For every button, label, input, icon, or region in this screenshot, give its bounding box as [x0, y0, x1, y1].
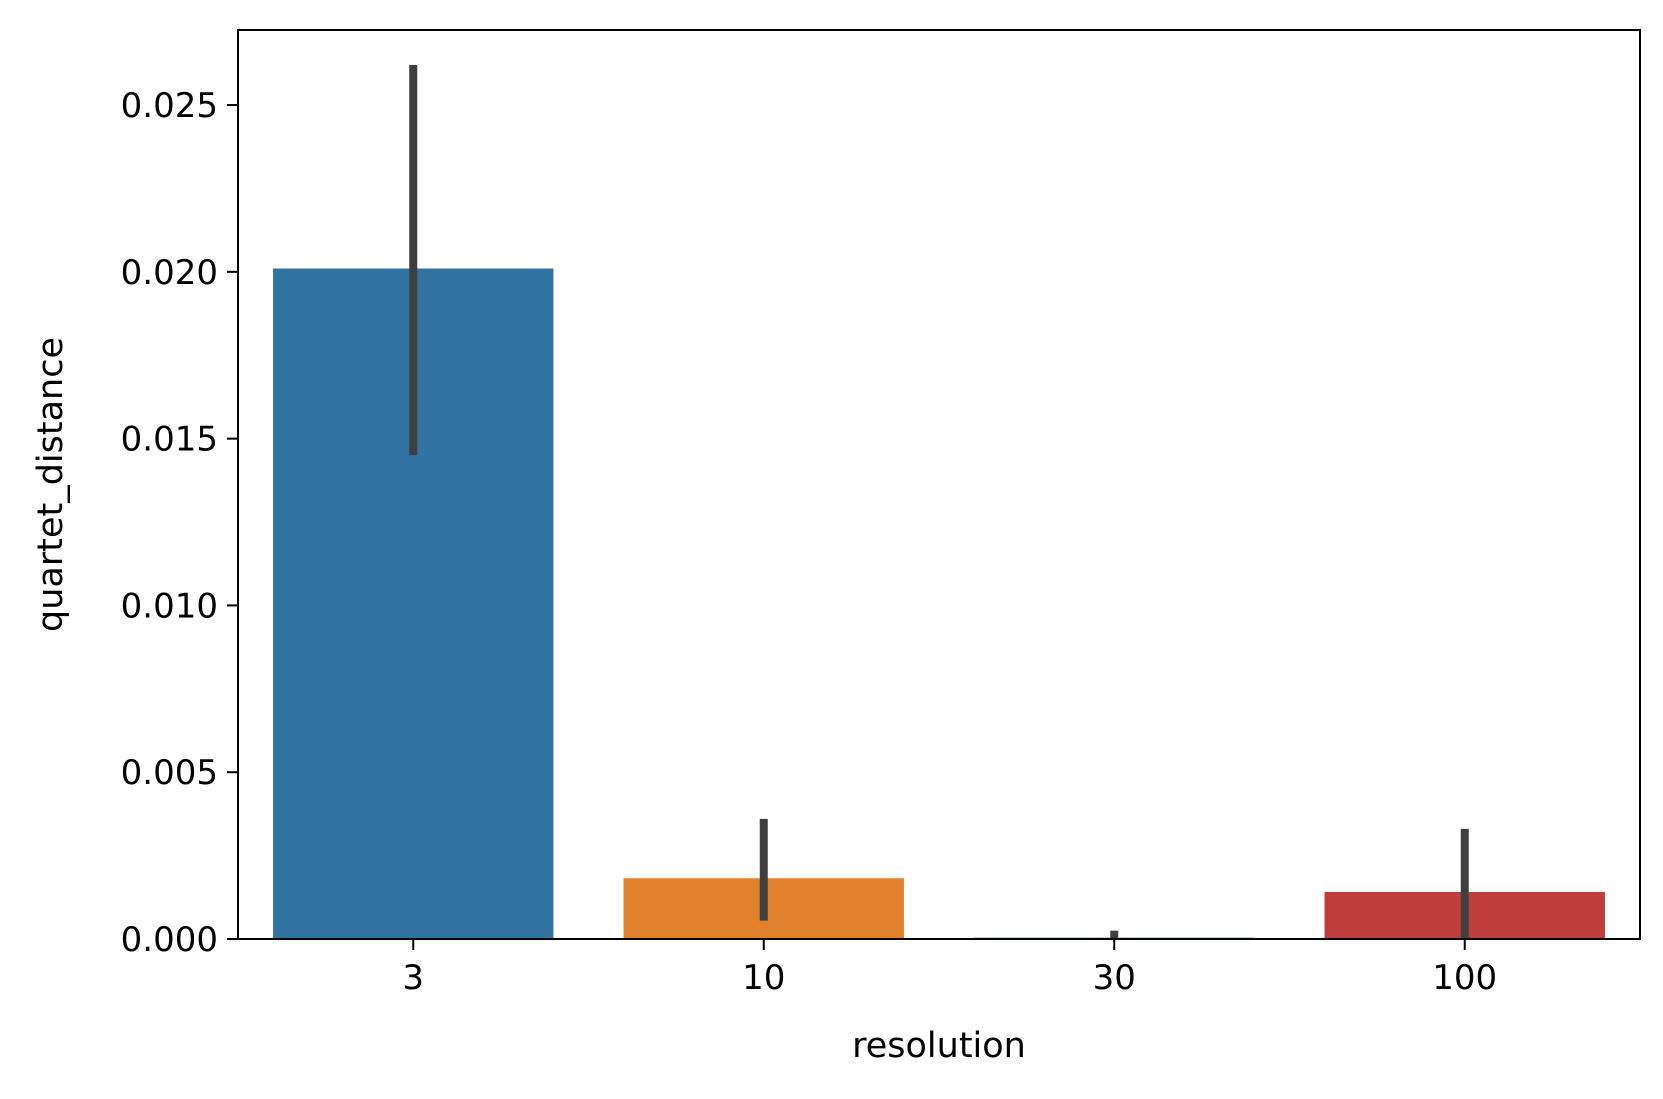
x-axis-label: resolution: [852, 1026, 1026, 1066]
y-tick-label: 0.005: [121, 753, 218, 793]
y-tick-label: 0.025: [121, 86, 218, 126]
x-tick-label: 10: [742, 958, 785, 998]
y-tick-label: 0.000: [121, 920, 218, 960]
x-axis: 3 10 30 100: [402, 939, 1497, 998]
error-bars-layer: [409, 65, 1469, 939]
y-tick-label: 0.010: [121, 586, 218, 626]
y-axis: 0.000 0.005 0.010 0.015 0.020 0.025: [121, 86, 238, 960]
x-tick-label: 3: [402, 958, 424, 998]
x-tick-label: 100: [1432, 958, 1497, 998]
y-tick-label: 0.020: [121, 253, 218, 293]
y-tick-label: 0.015: [121, 420, 218, 460]
y-axis-label: quartet_distance: [31, 337, 71, 632]
x-tick-label: 30: [1093, 958, 1136, 998]
plot-frame: [237, 29, 1641, 940]
